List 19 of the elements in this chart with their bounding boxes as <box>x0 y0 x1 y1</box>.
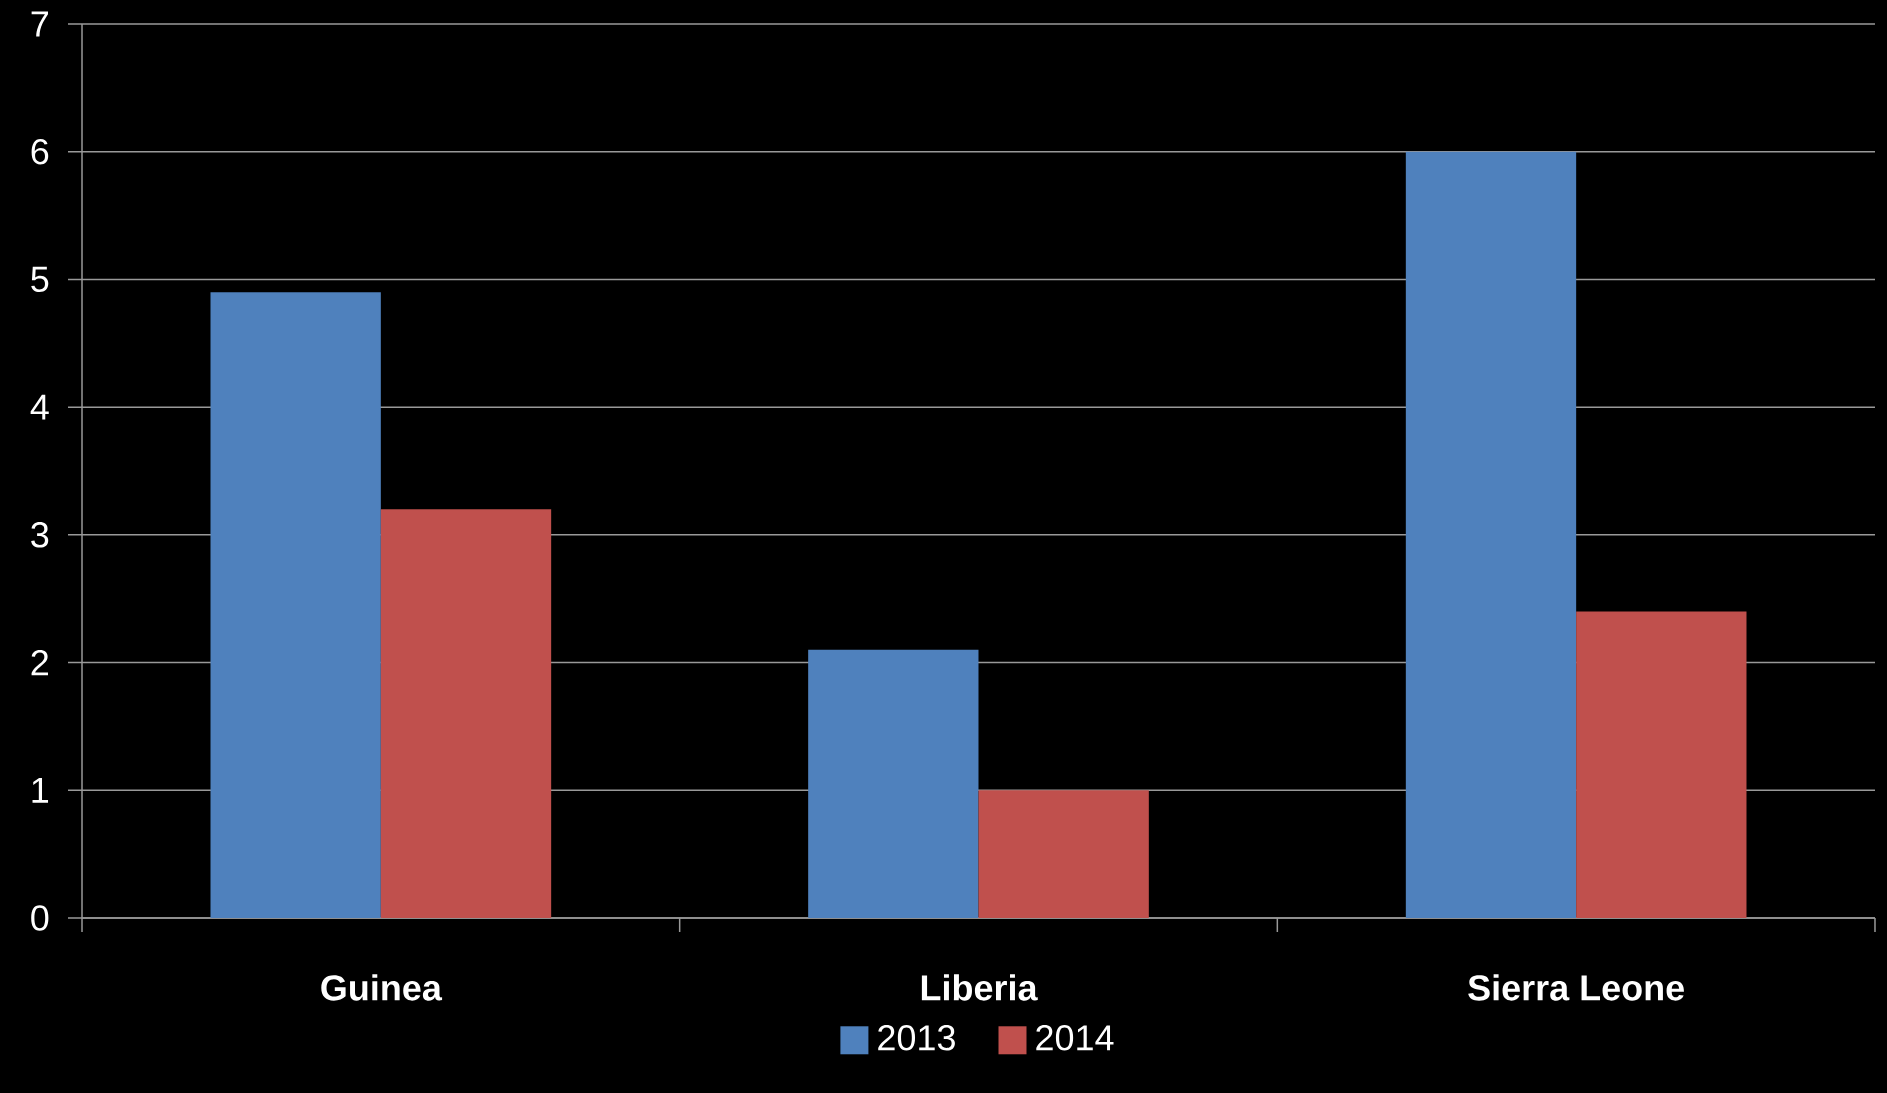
x-tick-label: Liberia <box>921 974 1038 1001</box>
y-tick-label: 1 <box>32 777 49 803</box>
y-tick-label: 0 <box>31 905 49 931</box>
x-tick-label: Guinea <box>321 974 443 1001</box>
legend-label: 2013 <box>878 1025 955 1051</box>
bar <box>1405 151 1577 918</box>
bar <box>978 790 1149 918</box>
y-tick-label: 2 <box>31 650 48 676</box>
bar <box>210 292 381 918</box>
y-tick-label: 5 <box>31 266 49 292</box>
legend-label: 2014 <box>1036 1025 1114 1051</box>
y-tick-label: 6 <box>31 138 49 165</box>
y-tick-label: 7 <box>31 11 48 37</box>
bar <box>380 509 552 918</box>
x-tick-label: Sierra Leone <box>1468 974 1684 1001</box>
y-tick-label: 4 <box>30 394 49 420</box>
bar <box>1576 611 1747 918</box>
bar <box>808 649 979 918</box>
y-tick-label: 3 <box>31 522 49 548</box>
